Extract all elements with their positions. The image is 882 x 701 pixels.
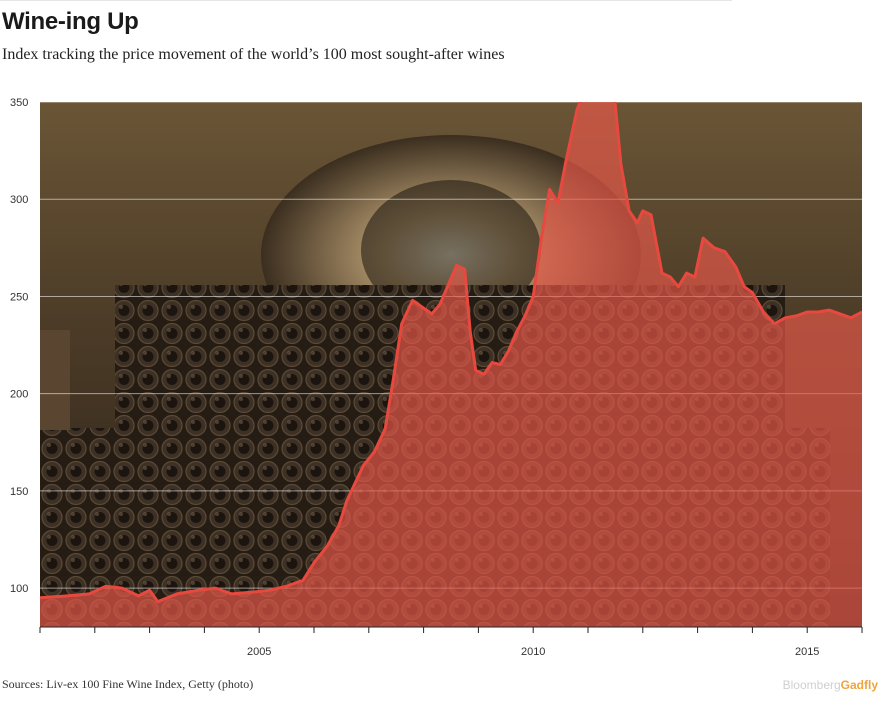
brand-logo: BloombergGadfly <box>783 678 878 692</box>
y-tick-label: 150 <box>10 486 28 498</box>
x-tick-label: 2010 <box>521 646 545 658</box>
chart-title: Wine-ing Up <box>2 8 139 35</box>
chart-subtitle: Index tracking the price movement of the… <box>2 46 505 63</box>
y-tick-label: 100 <box>10 583 28 595</box>
series-area <box>40 102 862 627</box>
y-tick-label: 200 <box>10 389 28 401</box>
y-tick-label: 300 <box>10 194 28 206</box>
y-tick-label: 250 <box>10 291 28 303</box>
brand-accent: Gadfly <box>840 678 878 692</box>
series-line <box>40 102 862 604</box>
x-axis: 2005 2010 2015 <box>39 626 863 658</box>
x-tick-label: 2015 <box>795 646 819 658</box>
y-axis-labels: 100 150 200 250 300 350 <box>10 97 28 595</box>
sources-note: Sources: Liv-ex 100 Fine Wine Index, Get… <box>2 677 254 691</box>
series-layer <box>40 102 862 627</box>
x-tick-label: 2005 <box>247 646 271 658</box>
brand-name: Bloomberg <box>782 678 841 692</box>
top-rule <box>0 0 732 1</box>
cellar-post-left <box>40 330 70 430</box>
y-tick-label: 350 <box>10 97 28 109</box>
